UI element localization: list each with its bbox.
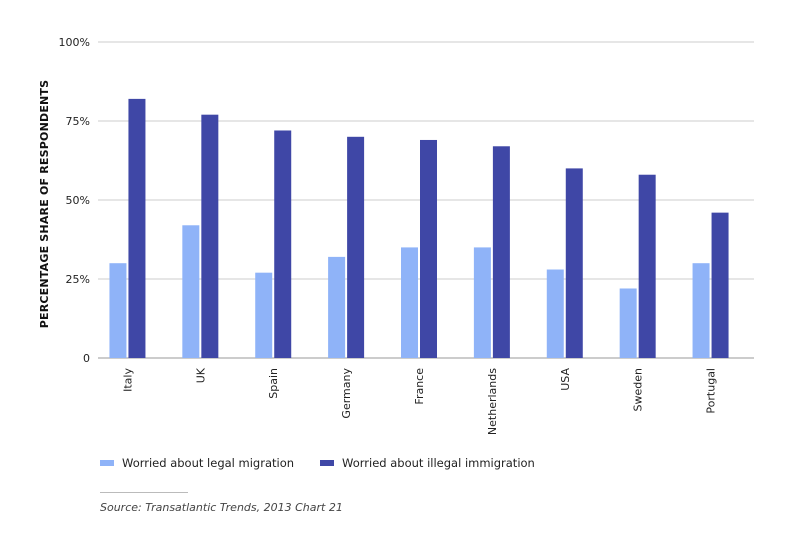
source-note: Source: Transatlantic Trends, 2013 Chart… (100, 501, 343, 514)
bar-illegal-sweden (638, 174, 656, 358)
bar-legal-germany (328, 256, 346, 358)
bar-illegal-netherlands (492, 146, 510, 358)
legend-swatch-illegal (320, 460, 335, 466)
bar-legal-sweden (619, 288, 637, 358)
legend-item-illegal: Worried about illegal immigration (320, 456, 535, 470)
category-label-germany: Germany (340, 368, 353, 419)
legend: Worried about legal migration Worried ab… (100, 456, 561, 470)
bar-legal-portugal (692, 263, 710, 358)
bar-illegal-uk (201, 114, 219, 359)
bar-legal-usa (546, 269, 564, 358)
bar-legal-france (401, 247, 418, 358)
bar-legal-spain (255, 272, 273, 358)
legend-label-legal: Worried about legal migration (122, 456, 295, 470)
bar-illegal-spain (274, 130, 292, 358)
category-label-usa: USA (559, 368, 572, 391)
category-label-italy: Italy (121, 368, 134, 392)
category-label-uk: UK (194, 367, 207, 383)
category-label-spain: Spain (267, 368, 280, 399)
bar-illegal-france (420, 139, 437, 358)
y-axis-title: PERCENTAGE SHARE OF RESPONDENTS (38, 80, 51, 329)
category-label-portugal: Portugal (705, 368, 718, 414)
bar-illegal-portugal (711, 212, 729, 358)
bar-legal-uk (182, 225, 200, 358)
category-label-sweden: Sweden (632, 368, 645, 411)
legend-item-legal: Worried about legal migration (100, 456, 294, 470)
bar-chart: 0 25% 50% 75% 100% PERCENTAGE SHARE OF RESPON… (38, 36, 754, 435)
y-tick-label: 0 (83, 352, 90, 365)
y-tick-label: 100% (59, 36, 90, 49)
bar-illegal-italy (128, 98, 146, 358)
bar-illegal-germany (347, 136, 365, 358)
bar-illegal-usa (565, 168, 583, 358)
bar-legal-italy (109, 263, 127, 358)
legend-swatch-legal (100, 460, 114, 466)
y-tick-label: 75% (66, 115, 90, 128)
y-tick-label: 50% (66, 194, 90, 207)
y-tick-label: 25% (66, 273, 90, 286)
category-label-france: France (413, 368, 426, 405)
bar-legal-netherlands (473, 247, 491, 358)
category-label-netherlands: Netherlands (486, 368, 499, 435)
source-divider (100, 492, 188, 493)
legend-label-illegal: Worried about illegal immigration (342, 456, 535, 470)
